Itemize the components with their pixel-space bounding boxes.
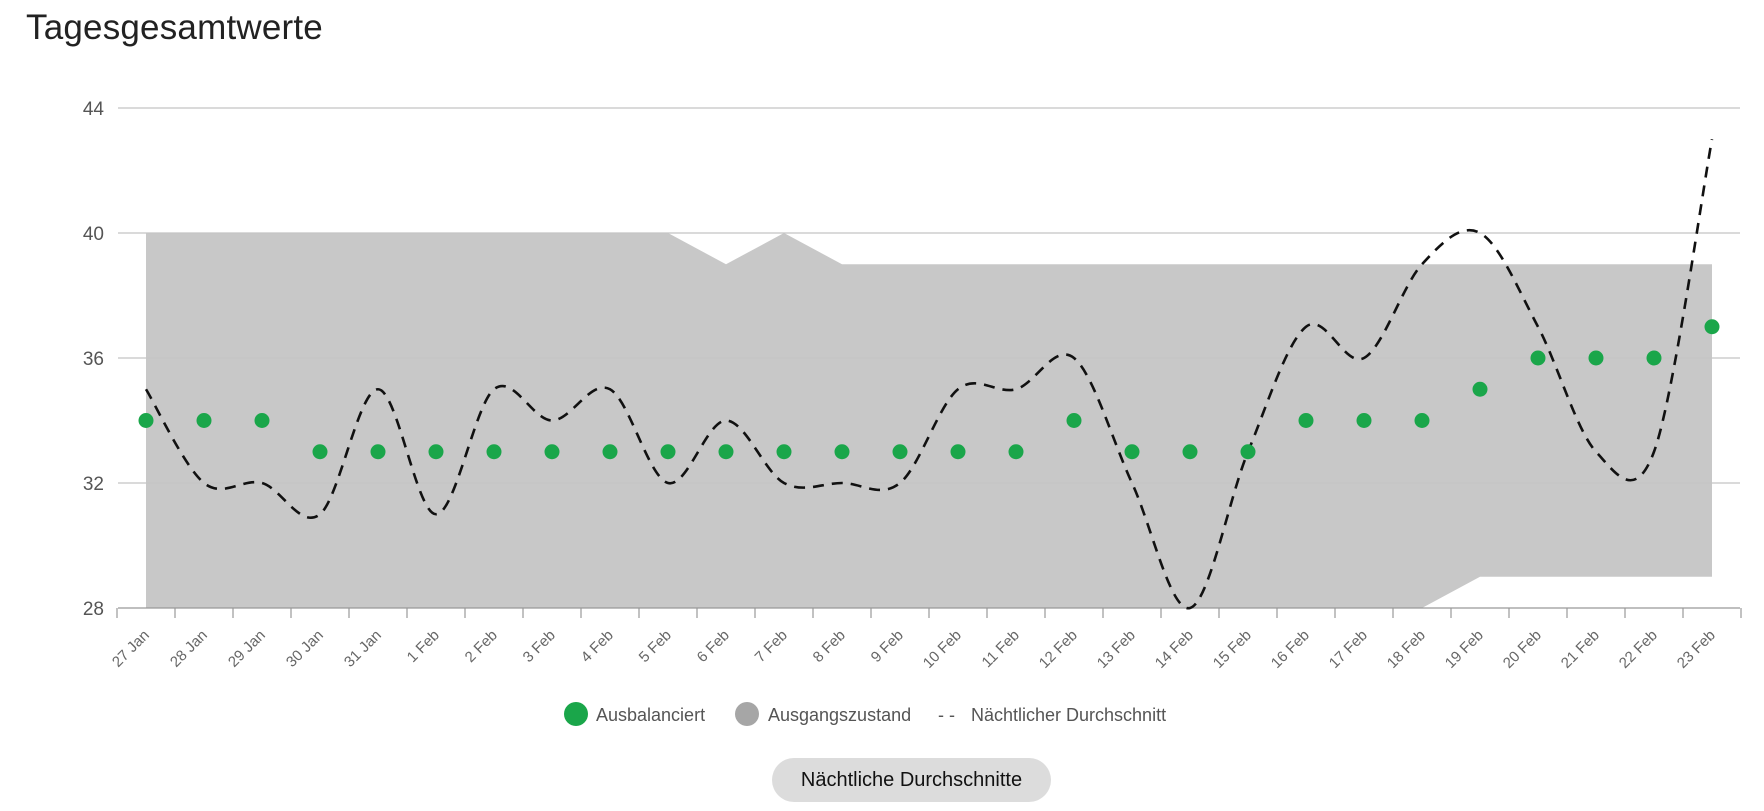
x-tick-label: 2 Feb: [462, 627, 501, 666]
legend-baseline-label[interactable]: Ausgangszustand: [768, 705, 911, 725]
balanced-point[interactable]: [370, 444, 386, 460]
y-tick-label: 28: [83, 599, 104, 620]
x-tick-label: 19 Feb: [1442, 627, 1487, 672]
balanced-point[interactable]: [1530, 350, 1546, 366]
x-tick-label: 20 Feb: [1500, 627, 1545, 672]
baseline-band-layer: [146, 233, 1712, 608]
x-tick-label: 6 Feb: [694, 627, 733, 666]
x-tick-label: 15 Feb: [1210, 627, 1255, 672]
legend: Ausbalanciert Ausgangszustand - - Nächtl…: [564, 702, 1166, 726]
legend-baseline-marker[interactable]: [735, 702, 759, 726]
x-tick-label: 8 Feb: [810, 627, 849, 666]
balanced-point[interactable]: [1356, 413, 1372, 428]
balanced-point[interactable]: [1646, 350, 1662, 366]
x-tick-label: 22 Feb: [1616, 627, 1661, 672]
x-tick-label: 31 Jan: [341, 627, 385, 671]
balanced-point[interactable]: [834, 444, 850, 460]
balanced-point[interactable]: [1124, 444, 1140, 460]
x-tick-label: 18 Feb: [1384, 627, 1429, 672]
x-tick-label: 10 Feb: [920, 627, 965, 672]
balanced-point[interactable]: [254, 413, 270, 428]
balanced-point[interactable]: [1588, 350, 1604, 366]
balanced-point[interactable]: [1182, 444, 1198, 460]
baseline-band: [146, 233, 1712, 608]
nightly-averages-button[interactable]: Nächtliche Durchschnitte: [772, 758, 1051, 802]
legend-balanced-label[interactable]: Ausbalanciert: [596, 705, 705, 725]
page-title: Tagesgesamtwerte: [26, 8, 323, 47]
legend-nightly-marker[interactable]: - -: [938, 705, 955, 725]
balanced-point[interactable]: [776, 444, 792, 460]
legend-nightly-label[interactable]: Nächtlicher Durchschnitt: [971, 705, 1166, 725]
balanced-point[interactable]: [1298, 413, 1314, 428]
balanced-point[interactable]: [138, 413, 154, 428]
x-tick-label: 1 Feb: [404, 627, 443, 666]
balanced-point[interactable]: [950, 444, 966, 460]
grid-layer: 28 32 36 40 44: [83, 99, 1740, 620]
x-tick-label: 29 Jan: [225, 627, 269, 671]
balanced-point[interactable]: [718, 444, 734, 460]
balanced-point[interactable]: [1704, 319, 1720, 335]
y-tick-label: 40: [83, 224, 104, 245]
balanced-point[interactable]: [428, 444, 444, 460]
nightly-line-layer: [144, 139, 1714, 610]
x-tick-label: 21 Feb: [1558, 627, 1603, 672]
x-tick-label: 11 Feb: [979, 627, 1023, 671]
balanced-point[interactable]: [486, 444, 502, 460]
balanced-point[interactable]: [1414, 413, 1430, 428]
legend-balanced-marker[interactable]: [564, 702, 588, 726]
x-tick-label: 13 Feb: [1094, 627, 1139, 672]
balanced-point[interactable]: [1472, 381, 1488, 397]
x-axis: 27 Jan 28 Jan 29 Jan 30 Jan 31 Jan 1 Feb 2 Feb…: [109, 608, 1742, 672]
balanced-point[interactable]: [602, 444, 618, 460]
balanced-point[interactable]: [196, 413, 212, 428]
balanced-point[interactable]: [544, 444, 560, 460]
x-tick-label: 4 Feb: [578, 627, 617, 666]
balanced-point[interactable]: [892, 444, 908, 460]
balanced-point[interactable]: [312, 444, 328, 460]
x-tick-label: 9 Feb: [868, 627, 907, 666]
x-tick-label: 14 Feb: [1152, 627, 1197, 672]
x-tick-label: 12 Feb: [1036, 627, 1081, 672]
y-tick-label: 44: [83, 99, 105, 120]
x-tick-label: 7 Feb: [752, 627, 791, 666]
balanced-point[interactable]: [1008, 444, 1024, 460]
x-tick-label: 28 Jan: [167, 627, 211, 671]
balanced-point[interactable]: [1240, 444, 1256, 460]
y-tick-label: 32: [83, 474, 104, 495]
y-tick-label: 36: [83, 349, 104, 370]
nightly-average-line: [144, 139, 1714, 610]
x-tick-label: 27 Jan: [109, 627, 153, 671]
balanced-point[interactable]: [660, 444, 676, 460]
balanced-points-layer: [138, 319, 1720, 460]
x-tick-label: 30 Jan: [283, 627, 327, 671]
x-tick-label: 17 Feb: [1326, 627, 1371, 672]
balanced-point[interactable]: [1066, 413, 1082, 428]
x-tick-label: 3 Feb: [520, 627, 559, 666]
x-tick-label: 23 Feb: [1674, 627, 1719, 672]
x-tick-label: 16 Feb: [1268, 627, 1313, 672]
x-tick-label: 5 Feb: [636, 627, 675, 666]
